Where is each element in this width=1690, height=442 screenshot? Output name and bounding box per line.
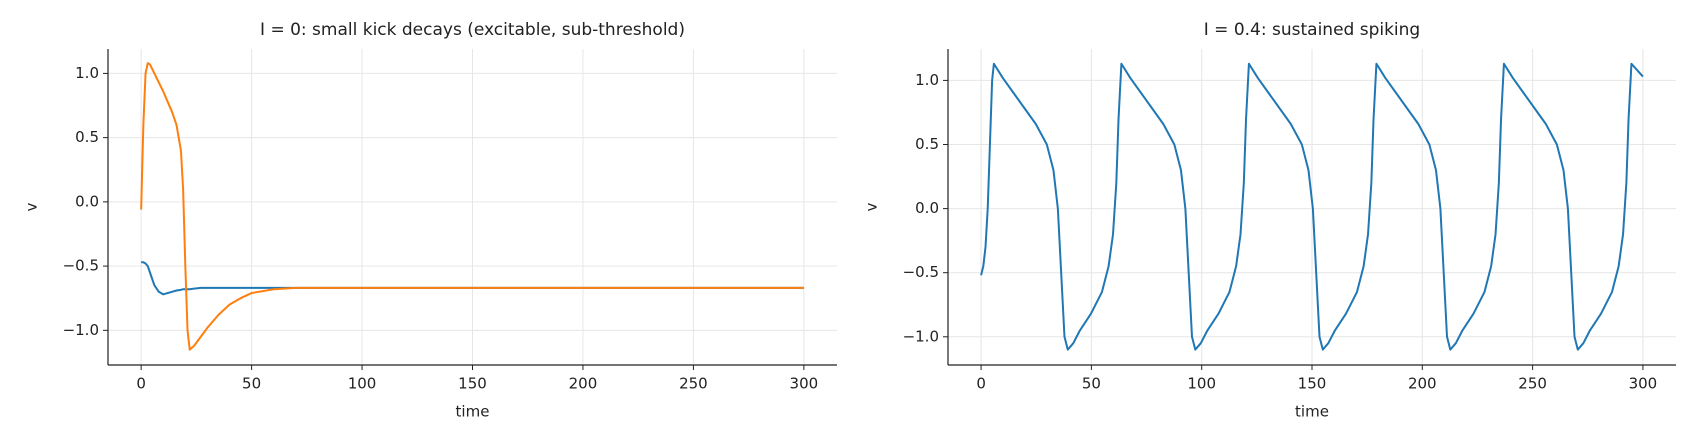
x-tick-label: 0	[976, 375, 986, 393]
x-tick-label: 250	[679, 375, 708, 393]
y-tick-label: 1.0	[915, 71, 939, 89]
x-tick-label: 250	[1518, 375, 1547, 393]
x-tick-label: 300	[1629, 375, 1658, 393]
x-tick-label: 150	[1298, 375, 1327, 393]
x-tick-label: 50	[242, 375, 261, 393]
x-axis-label: time	[456, 403, 490, 421]
x-tick-label: 150	[458, 375, 487, 393]
series-line	[140, 62, 804, 351]
x-tick-label: 50	[1082, 375, 1101, 393]
series-line	[980, 62, 1644, 351]
x-tick-label: 200	[1408, 375, 1437, 393]
y-tick-label: −1.0	[63, 321, 99, 339]
x-tick-label: 300	[790, 375, 819, 393]
y-tick-label: −0.5	[63, 257, 99, 275]
y-tick-label: 1.0	[75, 64, 99, 82]
y-axis-label: v	[23, 202, 41, 211]
x-tick-label: 200	[569, 375, 598, 393]
y-tick-label: 0.0	[75, 192, 99, 210]
y-axis-label: v	[863, 202, 881, 211]
y-tick-label: 0.5	[75, 128, 99, 146]
y-tick-label: −1.0	[903, 327, 939, 345]
x-tick-label: 100	[348, 375, 377, 393]
x-axis-label: time	[1295, 403, 1329, 421]
chart-title: I = 0.4: sustained spiking	[1204, 20, 1420, 40]
y-tick-label: 0.0	[915, 199, 939, 217]
y-tick-label: 0.5	[915, 135, 939, 153]
chart-title: I = 0: small kick decays (excitable, sub…	[260, 20, 685, 40]
x-tick-label: 0	[136, 375, 146, 393]
x-tick-label: 100	[1187, 375, 1216, 393]
y-tick-label: −0.5	[903, 263, 939, 281]
